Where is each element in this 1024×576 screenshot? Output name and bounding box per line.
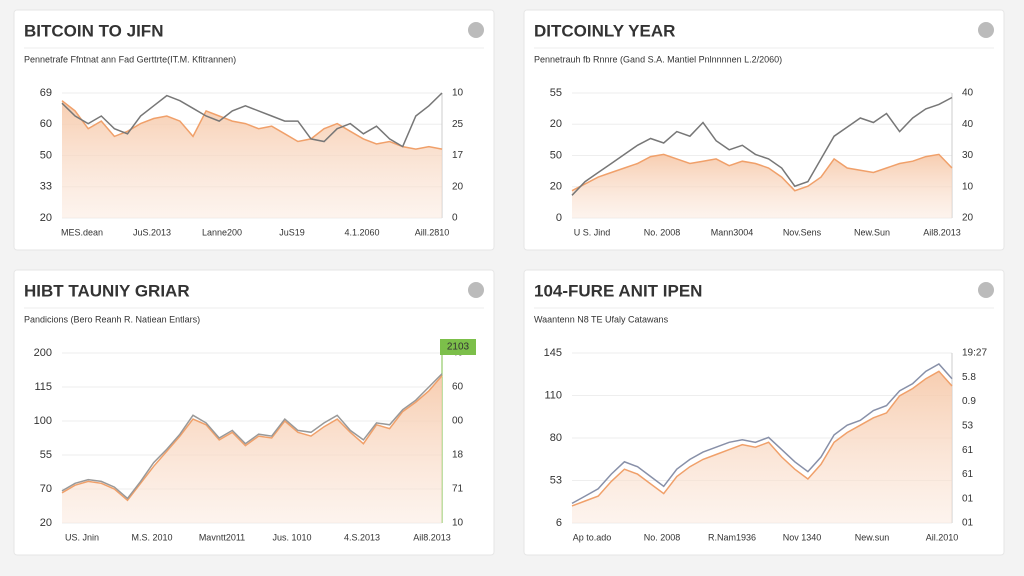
y-tick-label: 110 — [544, 389, 562, 401]
x-tick-label: Lanne200 — [202, 227, 242, 237]
line — [61, 92, 443, 148]
y2-tick-label: 53 — [962, 420, 974, 431]
info-icon — [978, 282, 994, 298]
y-tick-label: 20 — [40, 212, 52, 224]
y2-tick-label: 61 — [962, 445, 974, 456]
x-tick-label: U S. Jind — [574, 227, 611, 237]
x-tick-label: Mavntt2011 — [199, 532, 245, 542]
y-tick-label: 20 — [550, 118, 562, 130]
chart-subtitle: Pennetrauh fb Rnnre (Gand S.A. Mantiel P… — [534, 54, 782, 64]
y2-tick-label: 40 — [962, 119, 974, 130]
y-tick-label: 20 — [40, 517, 52, 529]
info-icon — [468, 282, 484, 298]
line — [571, 96, 953, 196]
badge — [440, 339, 476, 355]
y2-tick-label: 60 — [452, 382, 464, 393]
badge-label: 2103 — [447, 342, 470, 353]
x-tick-label: No. 2008 — [644, 532, 681, 542]
x-tick-label: Ail8.2013 — [413, 532, 451, 542]
y2-tick-label: 0.9 — [962, 396, 976, 407]
y-tick-label: 100 — [34, 415, 52, 427]
y2-tick-label: 10 — [452, 88, 464, 99]
x-tick-label: Ail.2010 — [926, 532, 959, 542]
y-tick-label: 50 — [40, 149, 52, 161]
y2-tick-label: 10 — [452, 518, 464, 529]
chart-title: DITCOINLY YEAR — [534, 21, 675, 40]
chart-title: HIBT TAUNIY GRIAR — [24, 281, 190, 300]
x-tick-label: Aill.2810 — [415, 227, 450, 237]
y2-tick-label: 30 — [962, 150, 974, 161]
x-tick-label: New.Sun — [854, 227, 890, 237]
chart-title: 104-FURE ANIT IPEN — [534, 281, 702, 300]
x-tick-label: JuS19 — [279, 227, 305, 237]
y2-tick-label: 01 — [962, 493, 974, 504]
x-tick-label: 4.S.2013 — [344, 532, 380, 542]
y-tick-label: 20 — [550, 181, 562, 193]
x-tick-label: R.Nam1936 — [708, 532, 756, 542]
chart-subtitle: Pandicions (Bero Reanh R. Natiean Entlar… — [24, 314, 200, 324]
y-tick-label: 0 — [556, 212, 562, 224]
y2-tick-label: 19:27 — [962, 348, 987, 359]
x-tick-label: Nov.Sens — [783, 227, 822, 237]
chart-subtitle: Pennetrafe Ffntnat ann Fad Gerttrte(IT.M… — [24, 54, 236, 64]
y-tick-label: 33 — [40, 181, 52, 193]
x-tick-label: M.S. 2010 — [131, 532, 172, 542]
area-line — [571, 153, 953, 192]
info-icon — [978, 22, 994, 38]
chart-subtitle: Waantenn N8 TE Ufaly Catawans — [534, 314, 669, 324]
info-icon — [468, 22, 484, 38]
y2-tick-label: 25 — [452, 119, 464, 130]
y2-tick-label: 10 — [962, 181, 974, 192]
y2-tick-label: 0 — [452, 213, 458, 224]
y-tick-label: 69 — [40, 87, 52, 99]
y-tick-label: 50 — [550, 149, 562, 161]
area — [572, 371, 952, 523]
x-tick-label: No. 2008 — [644, 227, 681, 237]
chart-title: BITCOIN TO JIFN — [24, 21, 163, 40]
x-tick-label: Nov 1340 — [783, 532, 822, 542]
y2-tick-label: 00 — [452, 416, 464, 427]
y-tick-label: 60 — [40, 118, 52, 130]
y2-tick-label: 01 — [962, 518, 974, 529]
x-tick-label: US. Jnin — [65, 532, 99, 542]
y2-tick-label: 61 — [962, 469, 974, 480]
x-tick-label: Jus. 1010 — [272, 532, 311, 542]
y2-tick-label: 20 — [452, 181, 464, 192]
x-tick-label: Ap to.ado — [573, 532, 612, 542]
x-tick-label: New.sun — [855, 532, 890, 542]
y2-tick-label: 18 — [452, 450, 464, 461]
line — [61, 373, 443, 500]
y2-tick-label: 71 — [452, 484, 464, 495]
x-tick-label: 4.1.2060 — [344, 227, 379, 237]
area-line — [571, 370, 953, 507]
y-tick-label: 6 — [556, 517, 562, 529]
y-tick-label: 55 — [40, 449, 52, 461]
line — [571, 363, 953, 505]
y2-tick-label: 17 — [452, 150, 464, 161]
x-tick-label: JuS.2013 — [133, 227, 171, 237]
y-tick-label: 70 — [40, 483, 52, 495]
y-tick-label: 55 — [550, 87, 562, 99]
x-tick-label: Mann3004 — [711, 227, 754, 237]
x-tick-label: MES.dean — [61, 227, 103, 237]
area — [62, 375, 442, 523]
y2-tick-label: 20 — [962, 213, 974, 224]
area-line — [61, 375, 443, 502]
y-tick-label: 115 — [34, 381, 52, 393]
y-tick-label: 145 — [544, 347, 562, 359]
y-tick-label: 200 — [34, 347, 52, 359]
x-tick-label: Ail8.2013 — [923, 227, 961, 237]
y-tick-label: 80 — [550, 432, 562, 444]
y2-tick-label: 5.8 — [962, 372, 976, 383]
y-tick-label: 53 — [550, 474, 562, 486]
y2-tick-label: 40 — [962, 88, 974, 99]
